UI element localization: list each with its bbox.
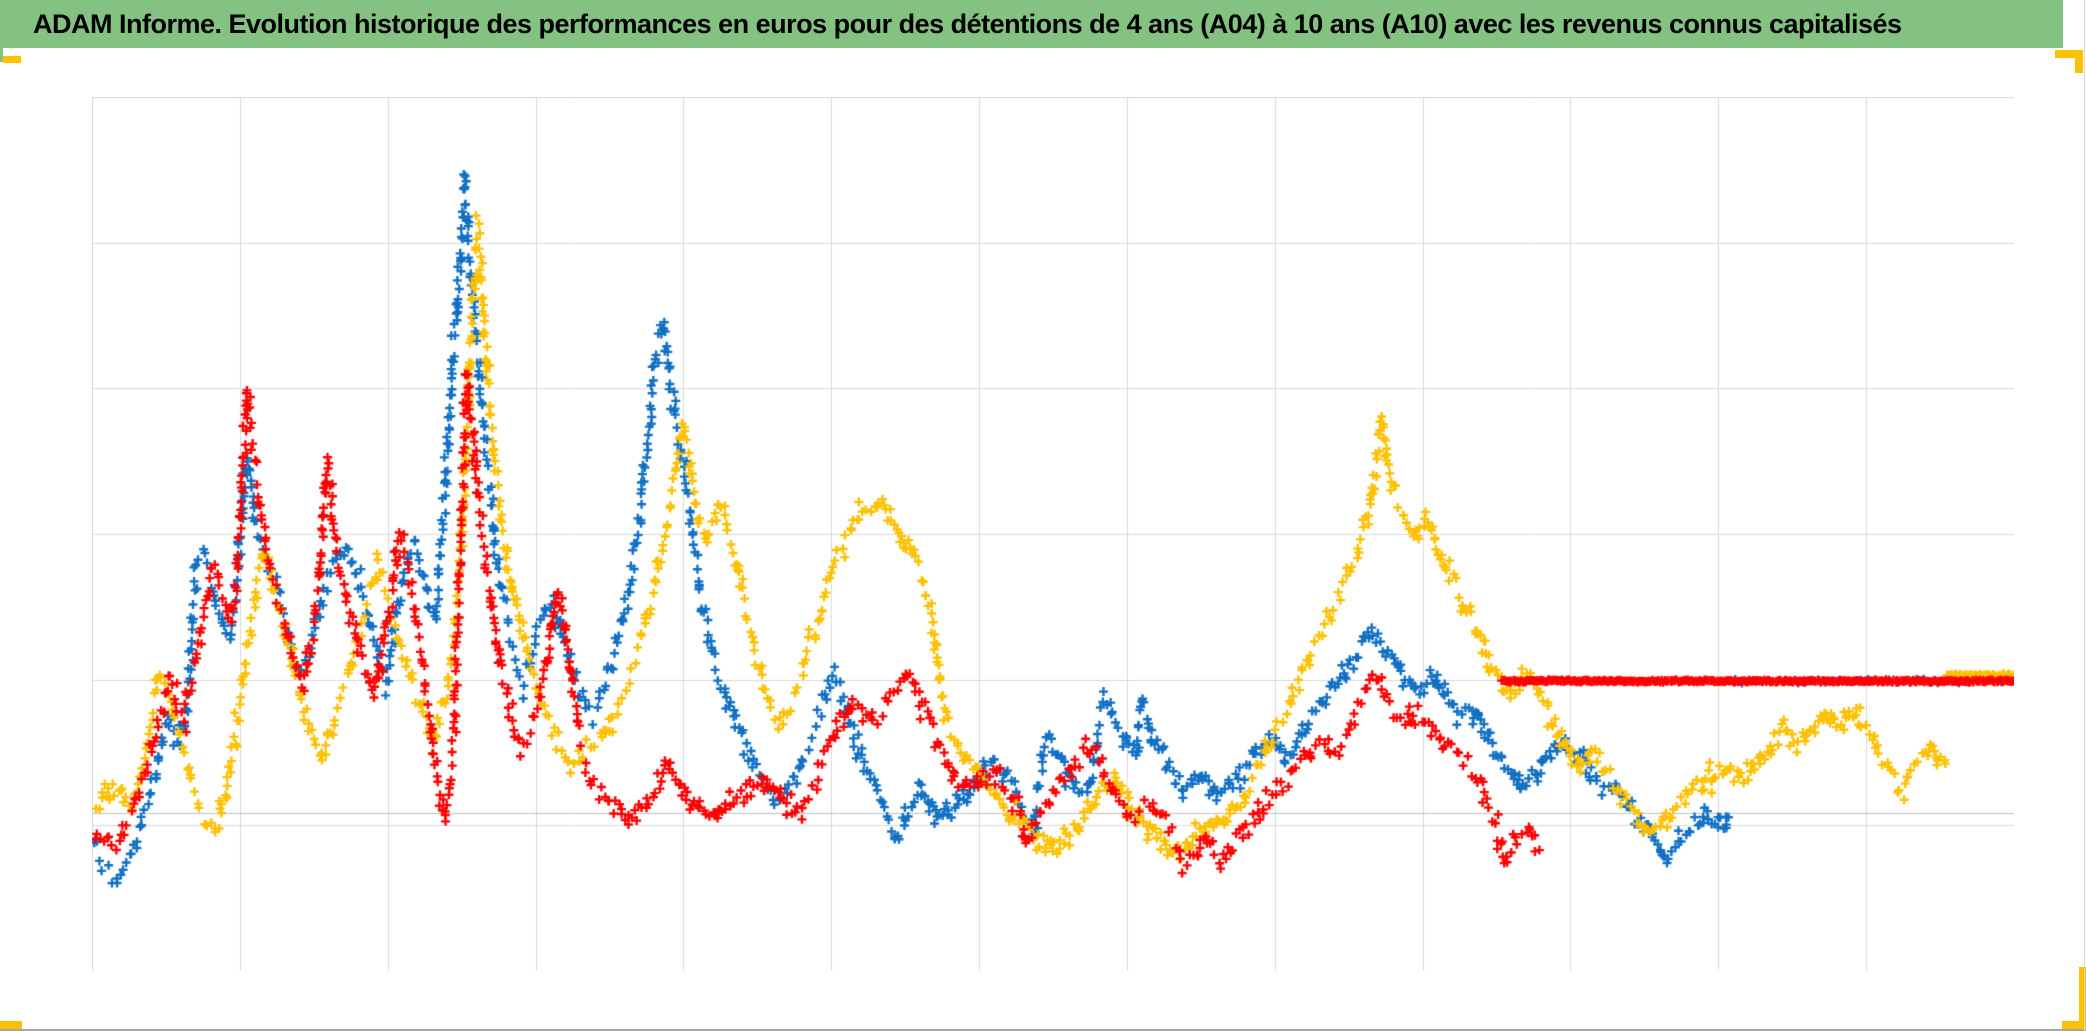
page-right-hairline	[2084, 0, 2085, 1031]
title-bar: ADAM Informe. Evolution historique des p…	[0, 0, 2063, 48]
green-edge-sliver	[0, 48, 3, 62]
corner-accent-top-right-vertical	[2075, 50, 2083, 73]
corner-accent-bottom-right-horizontal	[2062, 1021, 2086, 1031]
corner-accent-top-left	[3, 56, 21, 63]
corner-accent-top-right-horizontal	[2055, 50, 2083, 58]
corner-accent-bottom-left	[0, 1021, 22, 1030]
page-bottom-rule	[0, 1029, 2086, 1031]
performance-scatter-plot	[92, 97, 2014, 971]
page-title: ADAM Informe. Evolution historique des p…	[33, 9, 1902, 39]
corner-accent-bottom-right-vertical	[2079, 967, 2086, 1031]
